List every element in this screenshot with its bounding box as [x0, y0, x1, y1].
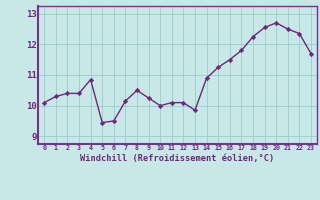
- X-axis label: Windchill (Refroidissement éolien,°C): Windchill (Refroidissement éolien,°C): [80, 154, 275, 163]
